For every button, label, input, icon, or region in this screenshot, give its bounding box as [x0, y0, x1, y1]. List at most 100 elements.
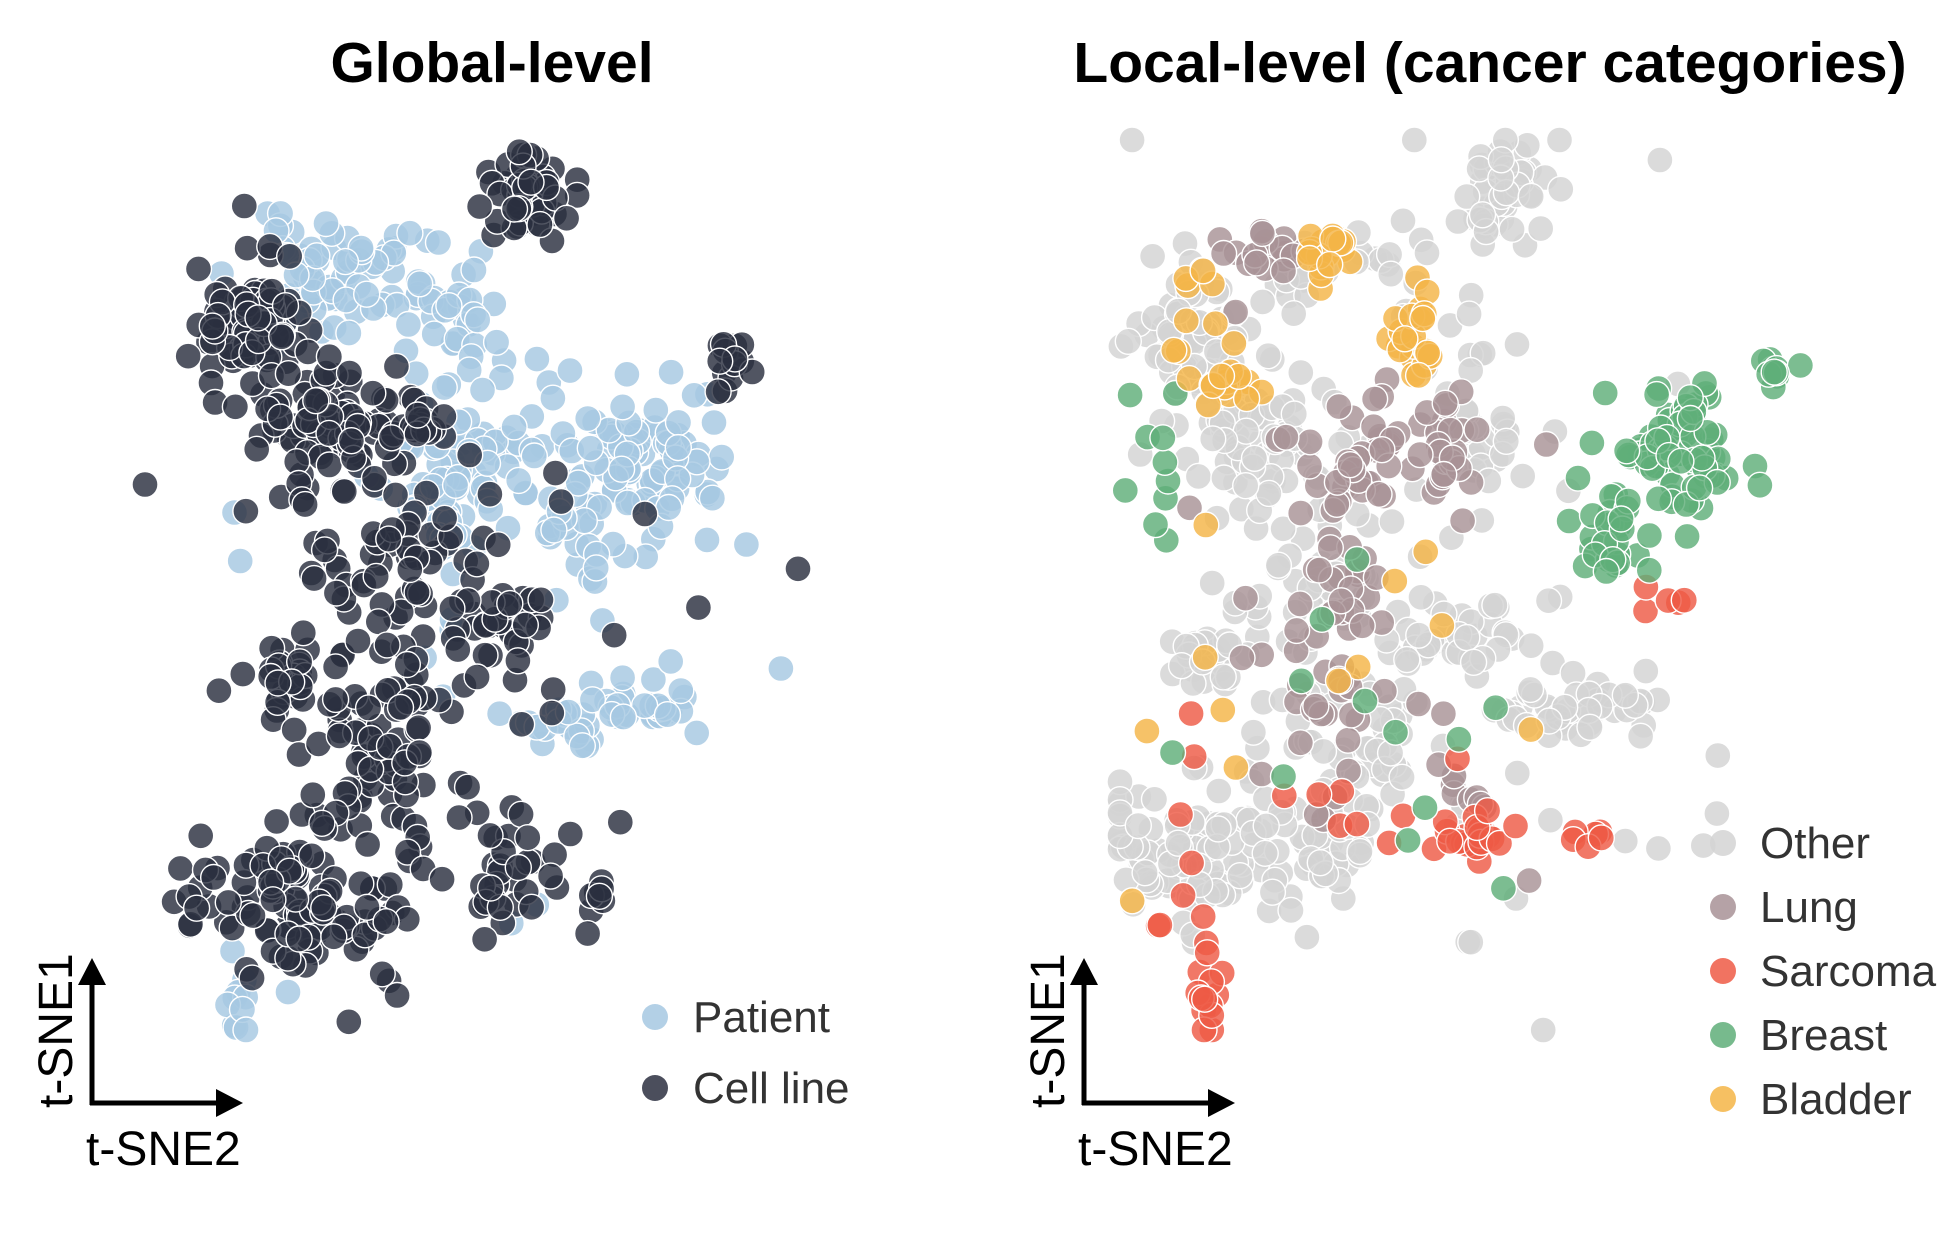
scatter-point-lung — [1316, 534, 1344, 562]
scatter-point-breast — [1746, 471, 1774, 499]
scatter-point-other — [1280, 300, 1308, 328]
scatter-point-other — [1517, 632, 1545, 660]
scatter-point-patient — [424, 228, 453, 257]
legend-marker-lung — [1710, 894, 1736, 920]
scatter-point-patient — [539, 384, 567, 412]
scatter-point-cell-line — [347, 870, 375, 898]
scatter-point-patient — [468, 376, 497, 404]
scatter-point-patient — [500, 413, 528, 441]
scatter-point-cell-line — [453, 773, 482, 801]
scatter-point-cell-line — [353, 893, 381, 921]
scatter-point-patient — [613, 360, 641, 388]
scatter-point-other — [1254, 342, 1282, 370]
scatter-point-cell-line — [377, 424, 406, 452]
scatter-point-bladder — [1324, 667, 1353, 695]
scatter-point-patient — [698, 484, 727, 512]
scatter-point-sarcoma — [1343, 810, 1371, 838]
scatter-point-breast — [1673, 522, 1701, 551]
scatter-point-lung — [1429, 700, 1458, 728]
scatter-point-breast — [1351, 687, 1379, 715]
scatter-point-sarcoma — [1473, 797, 1502, 825]
scatter-point-lung — [1348, 612, 1376, 640]
scatter-point-cell-line — [321, 685, 350, 714]
scatter-point-cell-line — [784, 555, 812, 583]
scatter-point-breast — [1111, 476, 1140, 505]
global-points-layer — [131, 137, 812, 1044]
scatter-point-breast — [1555, 507, 1583, 535]
scatter-point-breast — [1141, 510, 1170, 539]
scatter-point-cell-line — [310, 536, 339, 564]
scatter-point-other — [1393, 645, 1421, 674]
scatter-point-bladder — [1207, 362, 1236, 390]
scatter-point-cell-line — [335, 1008, 363, 1036]
scatter-point-lung — [1228, 644, 1256, 672]
scatter-point-cell-line — [463, 550, 491, 578]
scatter-point-cell-line — [484, 531, 512, 559]
scatter-point-cell-line — [233, 234, 261, 262]
scatter-point-lung — [1295, 452, 1324, 480]
scatter-point-patient — [664, 408, 693, 437]
scatter-point-patient — [464, 306, 492, 334]
scatter-point-cell-line — [308, 809, 336, 837]
scatter-point-other — [1198, 425, 1227, 453]
scatter-point-breast — [1685, 474, 1714, 502]
scatter-point-other — [1646, 146, 1674, 174]
scatter-point-cell-line — [684, 593, 713, 622]
scatter-point-cell-line — [585, 882, 614, 910]
scatter-point-cell-line — [476, 821, 504, 850]
scatter-point-patient — [693, 526, 721, 554]
scatter-point-patient — [642, 396, 670, 424]
scatter-point-patient — [232, 1016, 260, 1044]
scatter-point-cell-line — [504, 853, 532, 882]
scatter-point-breast — [1269, 762, 1298, 791]
scatter-point-patient — [460, 256, 488, 284]
scatter-point-cell-line — [393, 650, 421, 679]
scatter-point-patient — [608, 393, 637, 421]
scatter-point-bladder — [1201, 310, 1230, 338]
scatter-point-other — [1287, 358, 1315, 387]
scatter-point-bladder — [1319, 225, 1347, 253]
scatter-point-sarcoma — [1146, 911, 1174, 939]
scatter-point-cell-line — [373, 631, 401, 659]
scatter-point-patient — [485, 700, 514, 728]
scatter-point-other — [1277, 896, 1305, 925]
scatter-point-breast — [1676, 404, 1705, 433]
scatter-point-other — [1503, 759, 1531, 787]
scatter-point-breast — [1591, 379, 1619, 407]
scatter-point-lung — [1430, 460, 1458, 489]
scatter-point-cell-line — [264, 669, 292, 697]
scatter-point-patient — [455, 356, 483, 384]
scatter-point-bladder — [1517, 715, 1545, 744]
scatter-point-cell-line — [465, 192, 494, 221]
scatter-point-bladder — [1175, 364, 1203, 393]
scatter-point-breast — [1149, 424, 1177, 452]
legend-marker-cell-line — [642, 1075, 668, 1101]
scatter-point-cell-line — [538, 699, 566, 727]
scatter-point-other — [1534, 587, 1563, 615]
scatter-point-lung — [1336, 451, 1364, 479]
scatter-point-breast — [1635, 521, 1664, 550]
scatter-point-cell-line — [285, 925, 313, 953]
scatter-point-cell-line — [230, 192, 259, 220]
scatter-point-cell-line — [198, 312, 227, 340]
scatter-point-bladder — [1118, 887, 1146, 915]
scatter-point-lung — [1305, 556, 1334, 584]
scatter-point-patient — [664, 433, 692, 462]
scatter-point-sarcoma — [1587, 824, 1615, 852]
scatter-point-bladder — [1409, 304, 1437, 333]
scatter-point-patient — [520, 442, 548, 470]
scatter-point-lung — [1209, 239, 1238, 268]
scatter-point-other — [1529, 1016, 1557, 1044]
scatter-point-lung — [1532, 430, 1560, 459]
scatter-point-cell-line — [182, 894, 211, 922]
scatter-point-cell-line — [325, 722, 353, 750]
scatter-point-cell-line — [527, 586, 555, 614]
scatter-point-other — [1498, 215, 1526, 244]
scatter-point-bladder — [1220, 329, 1248, 358]
legend-label-cell-line: Cell line — [693, 1064, 850, 1113]
scatter-point-breast — [1481, 694, 1510, 722]
scatter-point-patient — [657, 647, 685, 676]
scatter-point-breast — [1786, 351, 1815, 380]
scatter-point-bladder — [1404, 361, 1433, 390]
scatter-point-patient — [653, 701, 682, 729]
